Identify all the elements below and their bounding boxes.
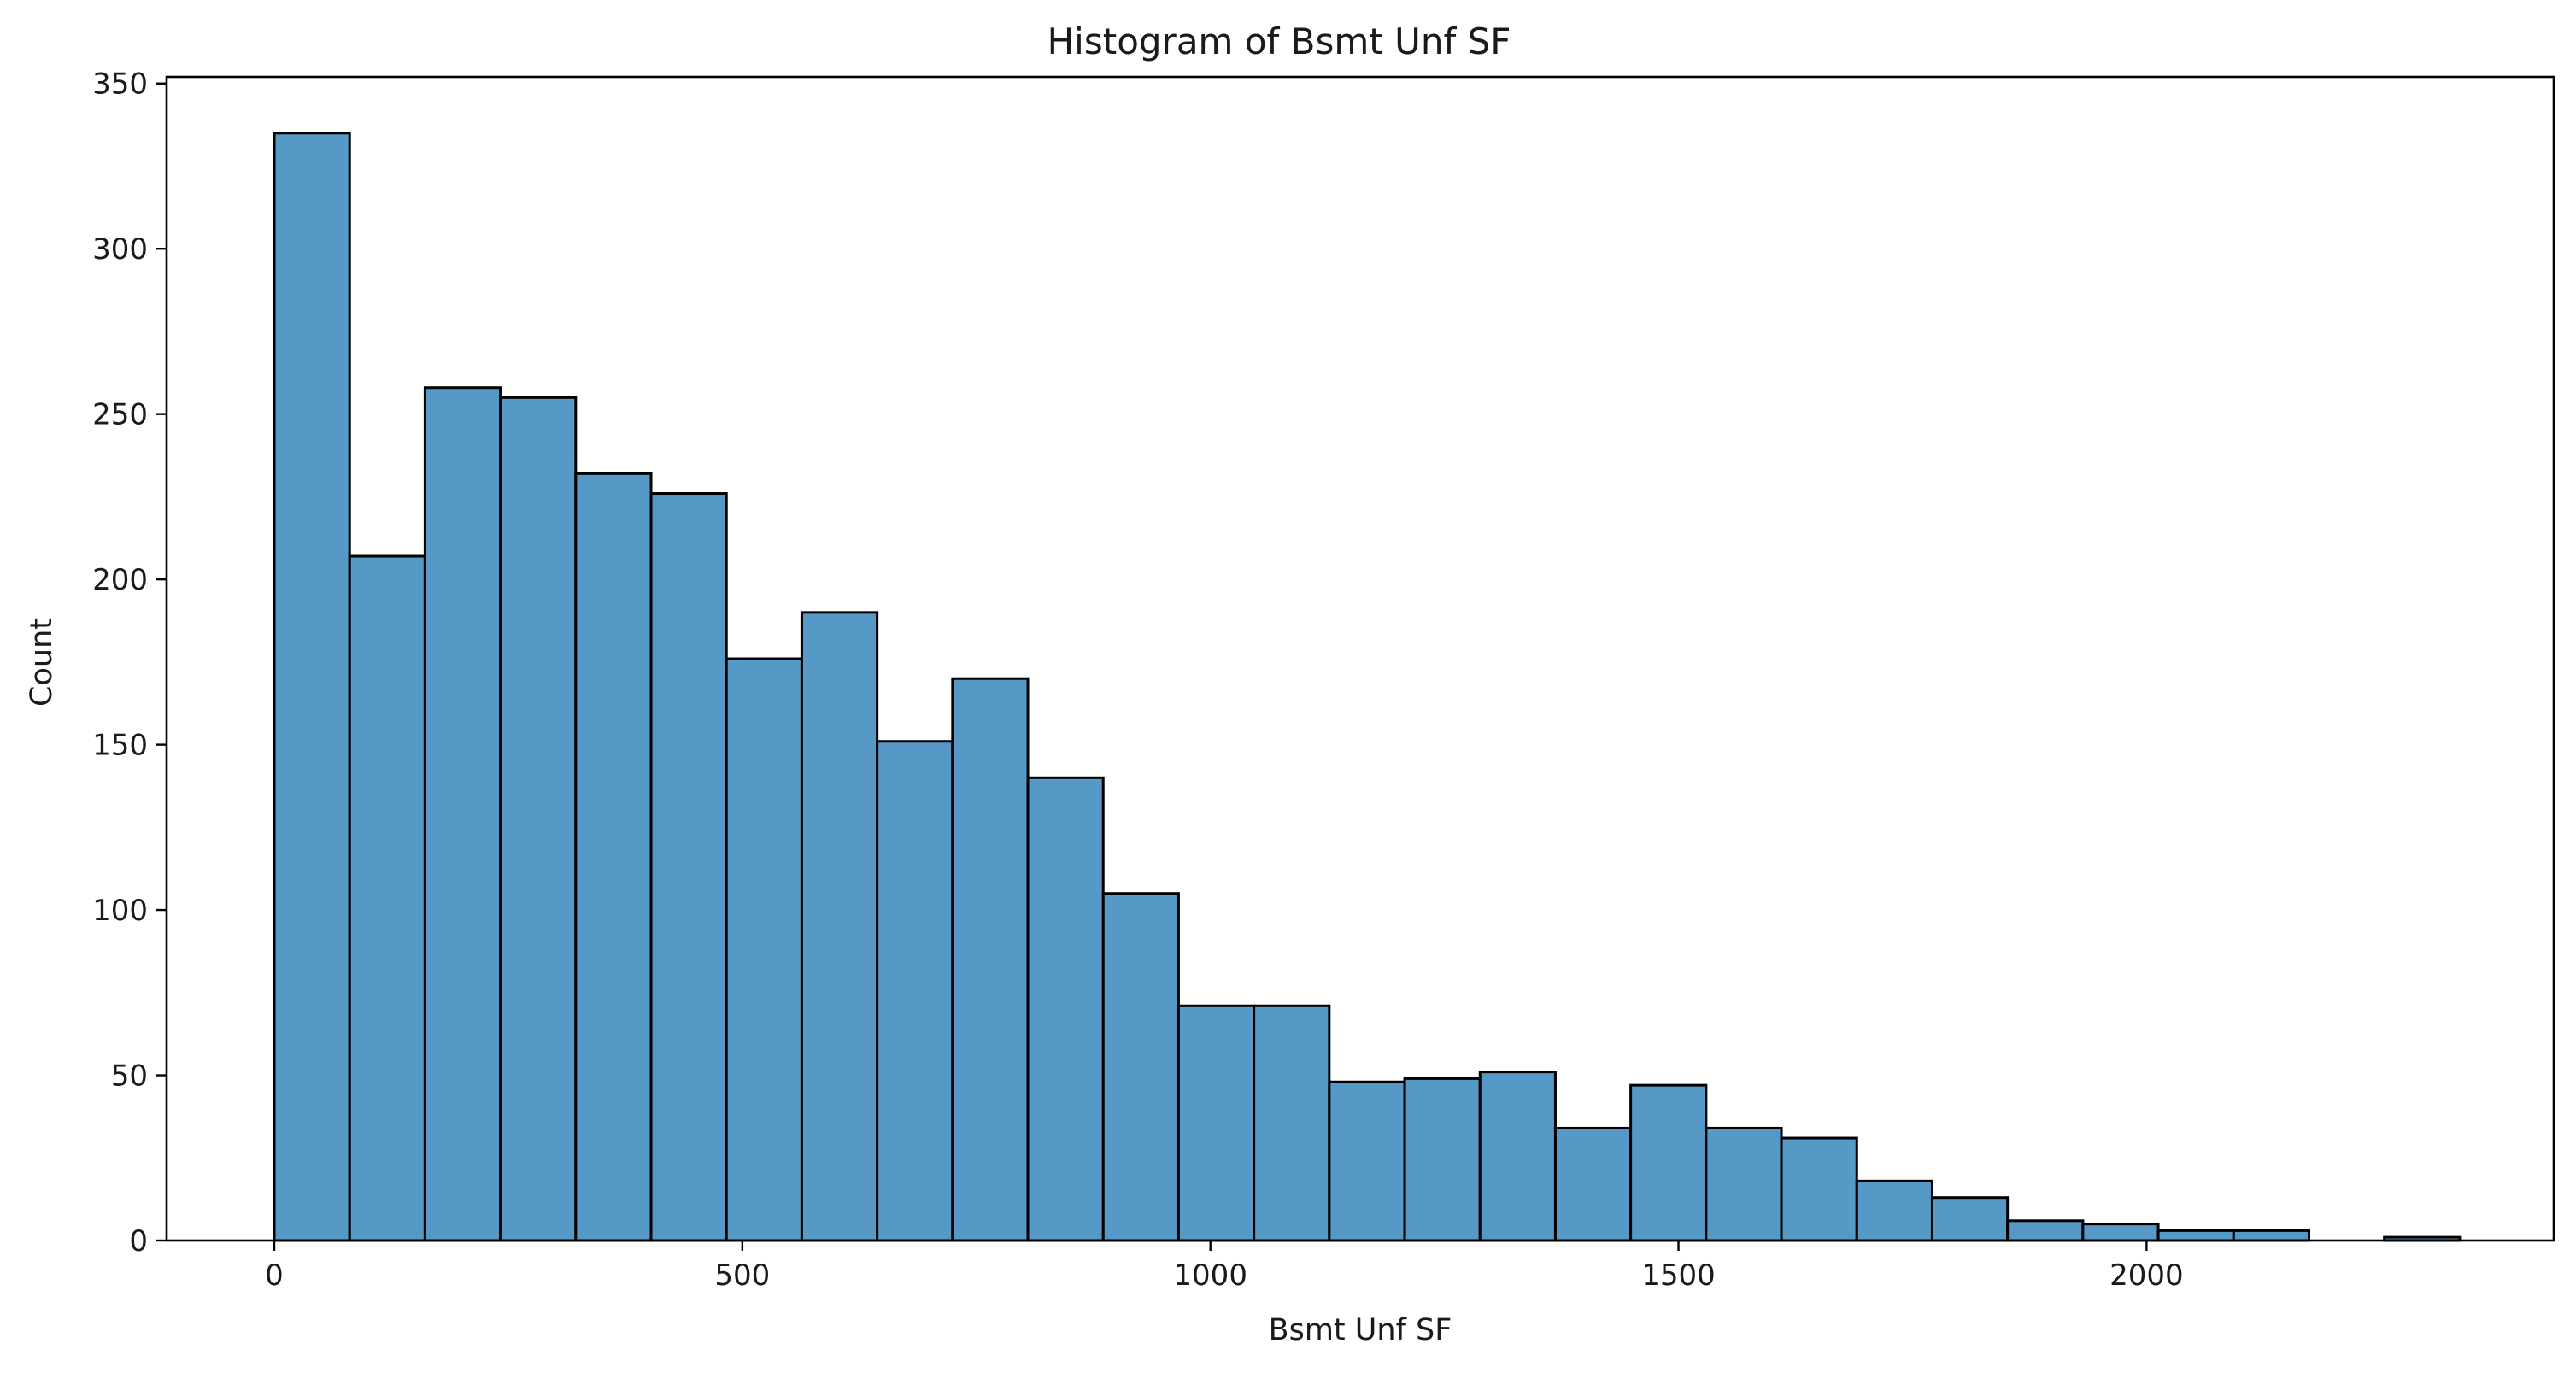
histogram-bar xyxy=(649,492,728,1242)
histogram-bar xyxy=(1855,1179,1933,1242)
histogram-bar xyxy=(1705,1126,1783,1242)
histogram-bar xyxy=(1101,892,1180,1242)
histogram-bar xyxy=(1026,776,1105,1242)
histogram-bar xyxy=(800,611,879,1242)
histogram-bar xyxy=(2081,1223,2160,1242)
chart-title: Histogram of Bsmt Unf SF xyxy=(1047,21,1511,62)
histogram-bar xyxy=(2156,1229,2235,1242)
y-tick-label: 300 xyxy=(92,232,148,267)
histogram-bar xyxy=(499,396,578,1242)
y-axis-ticks: 0 50 100 150 200 250 300 350 xyxy=(92,67,167,1259)
histogram-bar xyxy=(348,554,426,1242)
histogram-bar xyxy=(1930,1196,2010,1242)
histogram-bar xyxy=(1177,1004,1256,1242)
histogram-bar xyxy=(951,677,1030,1242)
y-tick-label: 100 xyxy=(92,894,148,928)
histogram-bar xyxy=(423,386,502,1242)
y-tick-label: 200 xyxy=(92,563,148,597)
x-tick-label: 0 xyxy=(265,1259,284,1293)
y-tick-label: 50 xyxy=(111,1059,148,1094)
histogram-bar xyxy=(273,132,351,1242)
histogram-bar xyxy=(2232,1229,2310,1242)
histogram-bar xyxy=(1253,1004,1331,1242)
histogram-bar xyxy=(1780,1136,1858,1242)
histogram-bar xyxy=(1629,1083,1708,1242)
histogram-bar xyxy=(1478,1071,1557,1242)
histogram-bar xyxy=(574,472,653,1242)
y-tick-label: 150 xyxy=(92,729,148,763)
x-tick-label: 1000 xyxy=(1173,1259,1247,1293)
histogram-bar xyxy=(1553,1126,1633,1242)
x-axis-label: Bsmt Unf SF xyxy=(1269,1313,1452,1347)
histogram-bar xyxy=(2006,1219,2085,1242)
plot-frame xyxy=(165,75,2555,1242)
bars-layer xyxy=(273,132,2462,1242)
y-tick-label: 0 xyxy=(129,1224,148,1259)
y-axis-label: Count xyxy=(25,618,59,707)
x-tick-label: 2000 xyxy=(2110,1259,2184,1293)
x-tick-label: 1500 xyxy=(1641,1259,1716,1293)
y-tick-label: 350 xyxy=(92,67,148,102)
x-axis-ticks: 0 500 1000 1500 2000 xyxy=(265,1241,2184,1293)
y-tick-label: 250 xyxy=(92,398,148,432)
histogram-bar xyxy=(1328,1080,1406,1242)
histogram-bar xyxy=(876,740,954,1242)
histogram-bar xyxy=(725,657,803,1242)
x-tick-label: 500 xyxy=(714,1259,770,1293)
histogram-bar xyxy=(1403,1077,1482,1242)
